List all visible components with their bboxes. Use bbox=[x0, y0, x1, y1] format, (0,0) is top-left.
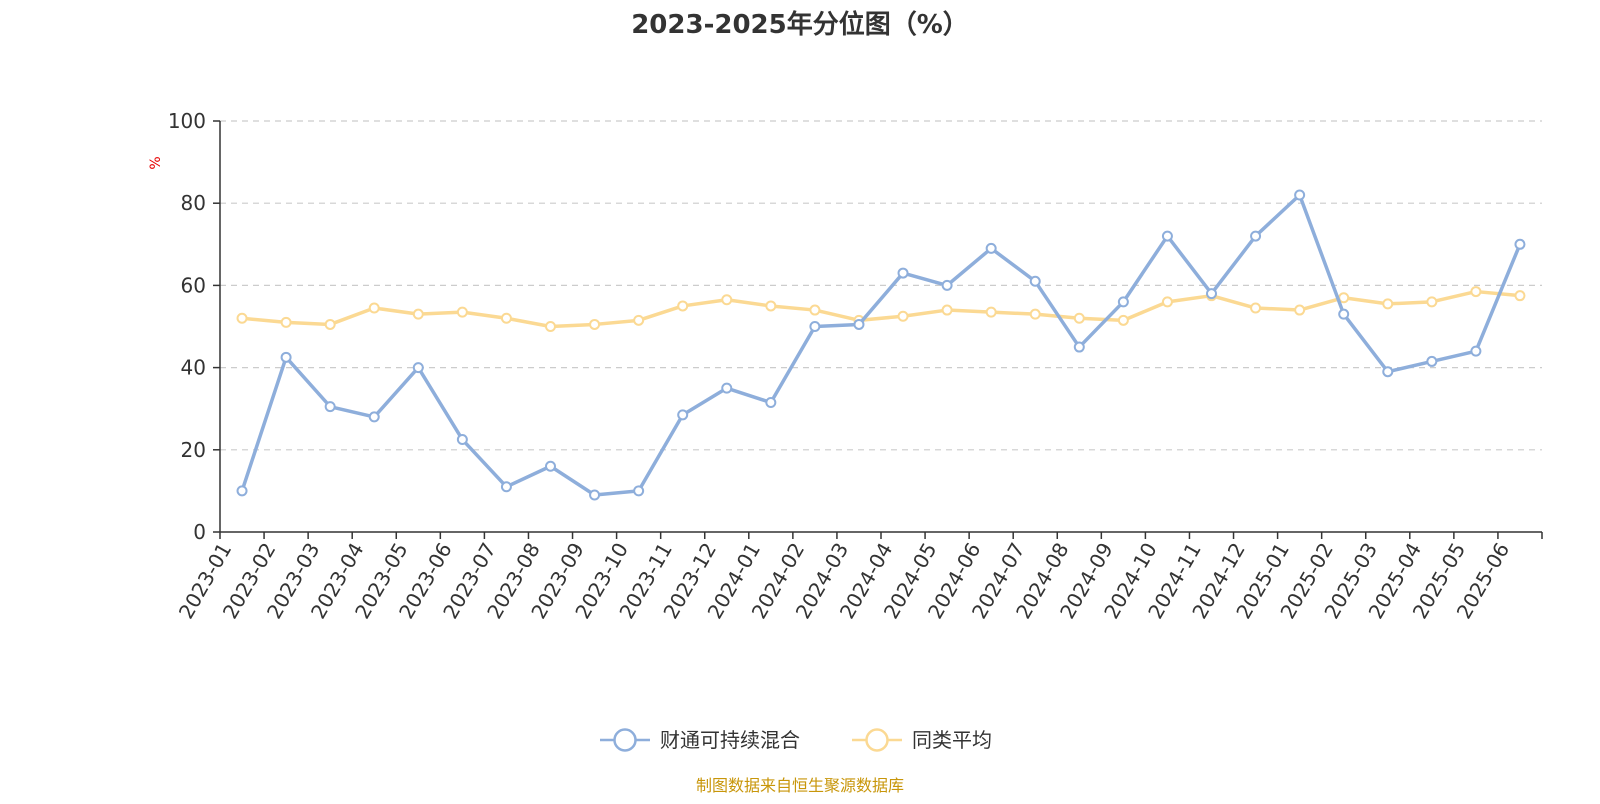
data-point[interactable] bbox=[545, 460, 556, 472]
series-line bbox=[240, 289, 1522, 329]
data-point[interactable] bbox=[1514, 238, 1526, 250]
data-point[interactable] bbox=[633, 314, 645, 326]
data-point[interactable] bbox=[1073, 312, 1085, 324]
data-point[interactable] bbox=[677, 409, 689, 421]
data-point[interactable] bbox=[236, 485, 248, 497]
legend[interactable]: 财通可持续混合 同类平均 bbox=[600, 728, 992, 752]
chart-title: 2023-2025年分位图（%） bbox=[631, 9, 969, 40]
data-point[interactable] bbox=[809, 304, 821, 316]
legend-label: 财通可持续混合 bbox=[660, 728, 800, 752]
data-point[interactable] bbox=[280, 316, 292, 328]
data-point[interactable] bbox=[589, 489, 601, 501]
data-point[interactable] bbox=[985, 306, 997, 318]
y-tick-label: 0 bbox=[193, 520, 206, 544]
data-point[interactable] bbox=[1382, 366, 1394, 378]
data-point[interactable] bbox=[677, 300, 689, 312]
data-point[interactable] bbox=[368, 411, 380, 423]
data-point[interactable] bbox=[412, 362, 424, 374]
data-point[interactable] bbox=[324, 401, 336, 413]
data-point[interactable] bbox=[1073, 341, 1085, 353]
data-point[interactable] bbox=[1382, 298, 1394, 310]
data-point[interactable] bbox=[765, 397, 777, 409]
data-point[interactable] bbox=[1338, 308, 1350, 320]
data-point[interactable] bbox=[1029, 275, 1041, 287]
data-point[interactable] bbox=[941, 279, 953, 291]
y-tick-label: 40 bbox=[181, 356, 206, 380]
legend-item-2[interactable]: 同类平均 bbox=[852, 728, 992, 752]
data-point[interactable] bbox=[545, 321, 556, 332]
data-point[interactable] bbox=[500, 481, 512, 493]
grid-lines bbox=[220, 120, 1542, 451]
data-point[interactable] bbox=[412, 308, 424, 320]
y-tick-label: 20 bbox=[181, 438, 206, 462]
series-2 bbox=[236, 286, 1526, 332]
data-point[interactable] bbox=[1426, 296, 1438, 308]
data-point[interactable] bbox=[1250, 302, 1262, 314]
data-point[interactable] bbox=[809, 321, 821, 332]
legend-marker bbox=[865, 728, 889, 752]
data-point[interactable] bbox=[897, 310, 909, 322]
data-point[interactable] bbox=[324, 318, 336, 330]
series-group bbox=[236, 189, 1526, 501]
data-point[interactable] bbox=[1470, 345, 1482, 357]
y-tick-label: 100 bbox=[168, 109, 206, 133]
data-point[interactable] bbox=[456, 434, 468, 446]
data-point[interactable] bbox=[368, 302, 380, 314]
legend-item-1[interactable]: 财通可持续混合 bbox=[600, 728, 800, 752]
data-point[interactable] bbox=[1161, 230, 1173, 242]
data-point[interactable] bbox=[1206, 288, 1217, 300]
data-point[interactable] bbox=[500, 312, 512, 324]
data-point[interactable] bbox=[1514, 290, 1526, 302]
y-tick-label: 80 bbox=[181, 191, 206, 215]
data-point[interactable] bbox=[1294, 189, 1306, 201]
data-point[interactable] bbox=[1250, 230, 1262, 242]
data-point[interactable] bbox=[765, 300, 777, 312]
source-note: 制图数据来自恒生聚源数据库 bbox=[696, 776, 904, 795]
data-point[interactable] bbox=[456, 306, 468, 318]
data-point[interactable] bbox=[589, 318, 601, 330]
data-point[interactable] bbox=[1117, 314, 1129, 326]
data-point[interactable] bbox=[985, 242, 997, 254]
data-point[interactable] bbox=[941, 304, 953, 316]
data-point[interactable] bbox=[633, 485, 645, 497]
legend-label: 同类平均 bbox=[912, 728, 992, 752]
data-point[interactable] bbox=[1161, 296, 1173, 308]
data-point[interactable] bbox=[236, 312, 248, 324]
data-point[interactable] bbox=[1294, 304, 1306, 316]
data-point[interactable] bbox=[853, 318, 865, 330]
axes: 0204060801002023-012023-022023-032023-04… bbox=[168, 109, 1543, 623]
data-point[interactable] bbox=[721, 294, 733, 306]
legend-marker bbox=[613, 728, 637, 752]
y-axis-unit: % bbox=[148, 156, 164, 169]
data-point[interactable] bbox=[1426, 355, 1438, 367]
data-point[interactable] bbox=[1470, 286, 1482, 298]
series-1 bbox=[236, 189, 1526, 501]
data-point[interactable] bbox=[1029, 308, 1041, 320]
y-tick-label: 60 bbox=[181, 273, 206, 297]
data-point[interactable] bbox=[897, 267, 909, 279]
series-line bbox=[240, 193, 1522, 497]
data-point[interactable] bbox=[1117, 296, 1129, 308]
data-point[interactable] bbox=[721, 382, 733, 394]
data-point[interactable] bbox=[280, 351, 292, 363]
